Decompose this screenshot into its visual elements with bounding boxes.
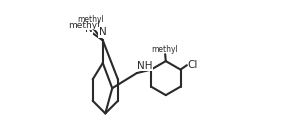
Text: methyl: methyl (151, 45, 178, 54)
Text: methyl: methyl (77, 15, 104, 24)
Text: N: N (85, 24, 93, 34)
Text: Cl: Cl (187, 60, 198, 70)
Text: NH: NH (137, 61, 153, 71)
Text: methyl: methyl (68, 21, 99, 30)
Text: N: N (99, 27, 107, 37)
